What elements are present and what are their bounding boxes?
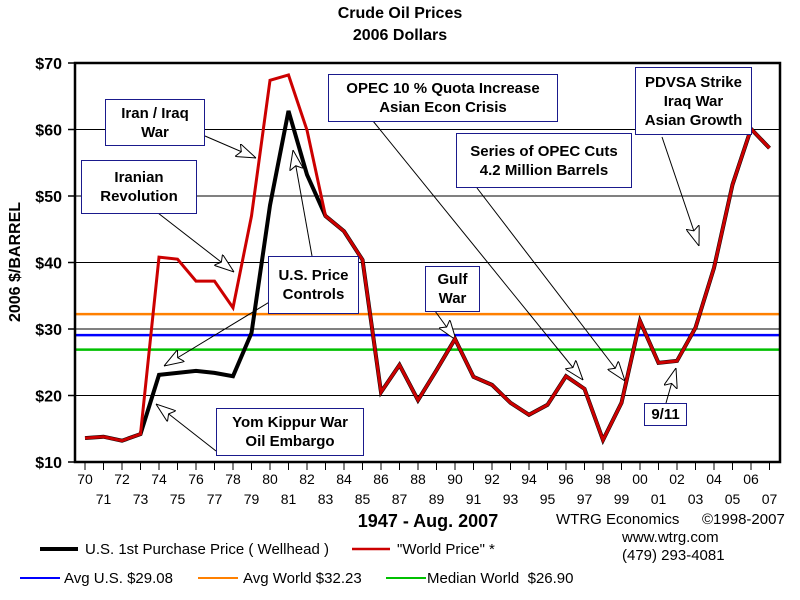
x-tick-label: 99 [614,491,630,507]
x-tick-label: 07 [762,491,778,507]
credit-url: www.wtrg.com [621,529,719,546]
annotation-line: Controls [282,286,345,303]
x-tick-label: 95 [540,491,556,507]
annotation-yom-kippur: Yom Kippur War Oil Embargo [216,408,364,456]
annotation-line: Iran / Iraq [121,104,189,122]
x-tick-label: 86 [373,471,389,487]
annotation-line: Iranian [114,169,164,186]
x-tick-label: 93 [503,491,519,507]
x-tick-label: 97 [577,491,593,507]
annotation-line: Asian Econ Crisis [379,99,507,116]
annotation-line: Yom Kippur War [232,414,348,431]
x-tick-label: 91 [466,491,482,507]
annotation-line: Gulf [437,271,468,288]
annotation-line: PDVSA Strike [645,73,742,91]
annotation-iranian-rev: Iranian Revolution [81,160,197,214]
legend-label-avg-us: Avg U.S. $29.08 [64,570,173,587]
arrow-pdvsa [661,136,699,246]
x-tick-label: 90 [447,471,463,487]
legend-label-avg-world: Avg World $32.23 [243,570,362,587]
legend-label-world: "World Price" * [397,541,495,558]
annotation-line: Asian Growth [644,111,743,129]
series-line-world-price [84,73,771,444]
x-tick-label: 75 [170,491,186,507]
annotation-911: 9/11 [644,403,687,426]
x-tick-label: 04 [706,471,722,487]
annotation-price-controls: U.S. Price Controls [268,256,359,314]
annotation-opec-quota: OPEC 10 % Quota Increase Asian Econ Crisi… [328,74,558,122]
credit-company: WTRG Economics [556,511,679,528]
y-tick-label: $30 [35,322,62,339]
x-tick-label: 06 [743,471,759,487]
annotation-line: 9/11 [651,406,680,423]
annotation-line: War [141,123,169,141]
annotation-line: U.S. Price [278,267,349,284]
x-tick-label: 81 [281,491,297,507]
x-tick-label: 73 [133,491,149,507]
x-tick-label: 02 [669,471,685,487]
x-tick-label: 83 [318,491,334,507]
x-tick-label: 00 [632,471,648,487]
x-tick-label: 05 [725,491,741,507]
arrow-iranian-rev [157,212,234,272]
x-tick-label: 79 [244,491,260,507]
arrow-911 [666,368,676,404]
x-tick-label: 80 [262,471,278,487]
x-tick-label: 85 [355,491,371,507]
arrow-opec-quota [372,120,583,380]
annotation-opec-cuts: Series of OPEC Cuts 4.2 Million Barrels [456,133,632,188]
y-tick-label: $40 [35,256,62,273]
x-tick-label: 72 [114,471,130,487]
x-tick-label: 89 [429,491,445,507]
arrow-yom-kippur [156,404,217,452]
arrow-opec-cuts [476,187,625,381]
x-tick-label: 98 [595,471,611,487]
annotation-line: OPEC 10 % Quota Increase [346,80,540,97]
x-tick-label: 82 [299,471,315,487]
credit-copyright: ©1998-2007 [702,511,785,528]
x-tick-label: 87 [392,491,408,507]
credit-phone: (479) 293-4081 [622,547,725,564]
x-tick-label: 78 [225,471,241,487]
x-tick-label: 70 [77,471,93,487]
x-tick-label: 03 [688,491,704,507]
y-tick-label: $60 [35,123,62,140]
x-tick-label: 88 [410,471,426,487]
x-tick-label: 84 [336,471,352,487]
arrow-price-controls-peak [293,150,313,257]
y-tick-label: $70 [35,56,62,73]
annotation-line: Iraq War [663,92,724,110]
x-tick-label: 92 [484,471,500,487]
arrow-gulf-war [434,310,456,340]
x-tick-label: 71 [96,491,112,507]
chart-subtitle: 2006 Dollars [353,27,447,44]
y-tick-label: $10 [35,455,62,472]
annotation-iran-iraq: Iran / Iraq War [105,99,205,146]
y-tick-label: $20 [35,389,62,406]
x-tick-label: 01 [651,491,667,507]
annotation-line: 4.2 Million Barrels [479,161,609,179]
y-tick-label: $50 [35,189,62,206]
x-tick-label: 96 [558,471,574,487]
x-tick-label: 94 [521,471,537,487]
x-tick-label: 77 [207,491,223,507]
annotation-line: Oil Embargo [245,433,335,450]
x-axis-label: 1947 - Aug. 2007 [358,511,498,531]
annotation-line: Series of OPEC Cuts [470,142,618,160]
annotation-gulf-war: Gulf War [425,266,480,312]
x-tick-label: 76 [188,471,204,487]
annotation-line: Revolution [100,188,178,205]
legend-label-us: U.S. 1st Purchase Price ( Wellhead ) [85,541,329,558]
x-tick-label: 74 [151,471,167,487]
arrow-price-controls-74 [164,297,277,366]
annotation-line: War [438,290,467,307]
annotation-pdvsa: PDVSA Strike Iraq War Asian Growth [635,67,752,135]
chart-title: Crude Oil Prices [338,5,463,22]
arrow-iran-iraq [204,135,256,158]
y-axis-label: 2006 $/BARREL [7,202,24,322]
legend-label-median-world: Median World $26.90 [427,570,573,587]
